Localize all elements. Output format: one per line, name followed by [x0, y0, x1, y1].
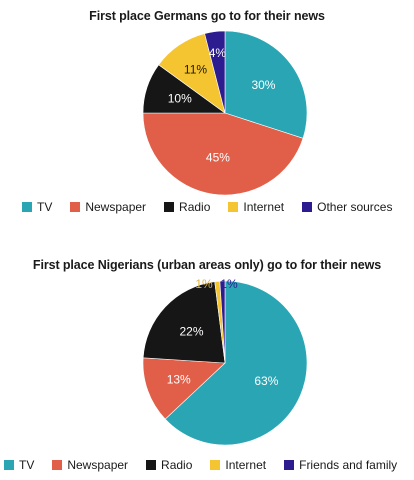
- slice-friends-and-family: [219, 280, 226, 364]
- legend-item-other-sources: Other sources: [302, 200, 392, 214]
- legend-swatch: [164, 202, 175, 212]
- data-label-tv: 30%: [251, 78, 275, 92]
- nigeria-chart: First place Nigerians (urban areas only)…: [0, 250, 414, 480]
- legend-label: TV: [37, 200, 53, 214]
- data-label-radio: 22%: [180, 325, 204, 339]
- slice-tv: [224, 30, 308, 139]
- legend-item-newspaper: Newspaper: [52, 458, 128, 472]
- legend-label: Internet: [243, 200, 285, 214]
- data-label-tv: 63%: [254, 374, 278, 388]
- data-label-newspaper: 13%: [167, 373, 191, 387]
- slice-tv: [164, 280, 308, 446]
- legend-label: Internet: [225, 458, 267, 472]
- data-label-friends-and-family: 1%: [220, 277, 238, 291]
- legend-swatch: [228, 202, 239, 212]
- legend-item-friends-and-family: Friends and family: [284, 458, 397, 472]
- legend-item-tv: TV: [22, 200, 52, 214]
- legend-swatch: [4, 460, 14, 470]
- legend: TV Newspaper Radio Internet Other source…: [0, 200, 414, 214]
- legend-swatch: [52, 460, 63, 470]
- chart-title: First place Germans go to for their news: [89, 9, 325, 23]
- nigeria-pie: 63% 13% 22% 1% 1%: [142, 277, 308, 446]
- legend-item-newspaper: Newspaper: [70, 200, 146, 214]
- legend-label: Other sources: [317, 200, 393, 214]
- germany-chart: First place Germans go to for their news…: [0, 0, 414, 232]
- legend-item-internet: Internet: [210, 458, 266, 472]
- legend: TV Newspaper Radio Internet Friends and …: [0, 458, 414, 472]
- legend-swatch: [302, 202, 313, 212]
- legend-swatch: [70, 202, 81, 212]
- chart-title: First place Nigerians (urban areas only)…: [32, 258, 382, 272]
- legend-swatch: [146, 460, 157, 470]
- data-label-other-sources: 4%: [209, 46, 227, 60]
- slice-newspaper: [142, 357, 226, 420]
- legend-swatch: [210, 460, 221, 470]
- slice-newspaper: [142, 112, 304, 196]
- legend-item-internet: Internet: [228, 200, 284, 214]
- legend-label: Newspaper: [85, 200, 147, 214]
- legend-label: TV: [19, 458, 35, 472]
- legend-swatch: [284, 460, 295, 470]
- data-label-internet: 11%: [184, 63, 207, 77]
- legend-item-radio: Radio: [164, 200, 210, 214]
- germany-pie: 30% 45% 10% 11%4%: [142, 30, 308, 196]
- data-label-internet: 1%: [195, 277, 213, 291]
- legend-swatch: [22, 202, 32, 212]
- data-label-radio: 10%: [168, 91, 192, 105]
- legend-label: Radio: [179, 200, 211, 214]
- slice-other-sources: [204, 30, 226, 114]
- legend-item-tv: TV: [4, 458, 34, 472]
- legend-item-radio: Radio: [146, 458, 192, 472]
- slice-radio: [142, 281, 226, 364]
- data-label-newspaper: 45%: [206, 151, 230, 165]
- legend-label: Newspaper: [67, 458, 129, 472]
- legend-label: Friends and family: [299, 458, 398, 472]
- legend-label: Radio: [161, 458, 193, 472]
